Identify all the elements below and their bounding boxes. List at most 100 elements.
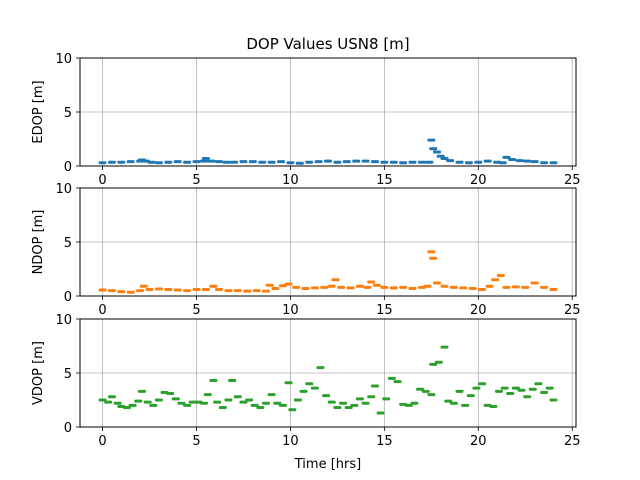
- vdop-data-point: [449, 401, 458, 405]
- vdop-data-point: [122, 406, 131, 410]
- vdop-data-point: [267, 393, 276, 397]
- ndop-data-point: [372, 283, 381, 287]
- vdop-ticks: 0 5 10 15 20 25 0 5 10: [55, 313, 580, 449]
- vdop-data-point: [528, 387, 537, 391]
- vdop-data-point: [350, 403, 359, 407]
- vdop-xtick-label: 15: [376, 434, 393, 449]
- edop-data-point: [508, 158, 517, 162]
- edop-data-point: [324, 159, 332, 163]
- vdop-data-point: [344, 406, 353, 410]
- edop-data-point: [389, 160, 398, 164]
- edop-data-point: [361, 159, 370, 163]
- vdop-data-point: [489, 404, 498, 408]
- ndop-ytick-label: 10: [55, 182, 72, 197]
- vdop-data-point: [98, 398, 107, 402]
- ndop-data-point: [154, 287, 163, 291]
- edop-data-point: [432, 150, 441, 154]
- vdop-data-point: [278, 403, 287, 407]
- edop-points: [98, 138, 558, 165]
- edop-data-point: [305, 160, 314, 164]
- vdop-xtick-label: 5: [192, 434, 200, 449]
- ndop-data-point: [107, 289, 116, 293]
- vdop-data-point: [466, 394, 475, 398]
- vdop-data-point: [293, 398, 302, 402]
- edop-data-point: [239, 160, 248, 164]
- edop-data-point: [425, 160, 434, 164]
- ndop-data-point: [363, 285, 372, 289]
- edop-xtick-label: 10: [282, 173, 299, 188]
- vdop-data-point: [444, 399, 453, 403]
- vdop-data-point: [455, 389, 464, 393]
- ndop-xtick-label: 20: [470, 303, 487, 318]
- vdop-data-point: [339, 401, 348, 405]
- edop-xtick-label: 25: [564, 173, 581, 188]
- edop-xtick-label: 0: [98, 173, 106, 188]
- vdop-data-point: [333, 406, 342, 410]
- vdop-data-point: [421, 389, 430, 393]
- vdop-xtick-label: 10: [282, 434, 299, 449]
- vdop-ytick-label: 0: [64, 421, 72, 436]
- edop-data-point: [446, 159, 455, 163]
- ndop-data-point: [502, 285, 511, 289]
- ndop-data-point: [192, 288, 201, 292]
- figure-title: DOP Values USN8 [m]: [246, 35, 409, 53]
- vdop-ytick-label: 5: [64, 367, 72, 382]
- edop-data-point: [117, 160, 126, 164]
- ndop-panel: 0 5 10 15 20 25 0 5 10 NDOP [m]: [31, 182, 581, 318]
- vdop-data-point: [128, 403, 137, 407]
- vdop-data-point: [478, 382, 487, 386]
- vdop-data-point: [361, 401, 370, 405]
- ndop-data-point: [126, 290, 135, 294]
- edop-data-point: [277, 160, 286, 164]
- ndop-data-point: [301, 286, 310, 290]
- ndop-data-point: [468, 286, 477, 290]
- edop-data-point: [464, 161, 473, 165]
- vdop-data-point: [166, 392, 175, 396]
- vdop-data-point: [316, 366, 325, 370]
- ndop-data-point: [485, 284, 494, 288]
- edop-data-point: [98, 161, 107, 165]
- ndop-data-point: [224, 289, 233, 293]
- ndop-data-point: [429, 256, 438, 260]
- ndop-data-point: [139, 284, 148, 288]
- edop-data-point: [215, 160, 224, 164]
- edop-data-point: [126, 160, 135, 164]
- edop-data-point: [314, 160, 323, 164]
- ndop-data-point: [530, 281, 539, 285]
- vdop-xtick-label: 0: [98, 434, 106, 449]
- vdop-data-point: [367, 395, 376, 399]
- ndop-data-point: [265, 283, 274, 287]
- vdop-data-point: [434, 360, 443, 364]
- vdop-data-point: [387, 376, 396, 380]
- ndop-data-point: [331, 278, 340, 282]
- edop-data-point: [295, 161, 304, 165]
- ndop-xtick-label: 0: [98, 303, 106, 318]
- ndop-data-point: [423, 284, 432, 288]
- edop-data-point: [540, 161, 549, 165]
- vdop-data-point: [310, 386, 319, 390]
- vdop-data-point: [143, 400, 152, 404]
- vdop-data-point: [262, 401, 270, 405]
- ndop-data-point: [292, 285, 301, 289]
- vdop-data-point: [245, 398, 254, 402]
- edop-data-point: [498, 161, 507, 165]
- edop-data-point: [248, 160, 257, 164]
- vdop-data-point: [461, 403, 470, 407]
- vdop-xlabel: Time [hrs]: [294, 457, 361, 472]
- ndop-data-point: [252, 289, 261, 293]
- edop-data-point: [530, 160, 539, 164]
- ndop-data-point: [215, 288, 224, 292]
- edop-data-point: [455, 160, 464, 164]
- vdop-data-point: [355, 397, 364, 401]
- vdop-data-point: [404, 403, 413, 407]
- ndop-data-point: [145, 288, 154, 292]
- vdop-data-point: [429, 362, 438, 366]
- ndop-points: [98, 250, 558, 294]
- edop-data-point: [154, 161, 163, 165]
- edop-data-point: [523, 159, 532, 163]
- ndop-data-point: [521, 285, 530, 289]
- edop-data-point: [286, 161, 295, 165]
- vdop-data-point: [288, 408, 297, 412]
- ndop-data-point: [209, 284, 218, 288]
